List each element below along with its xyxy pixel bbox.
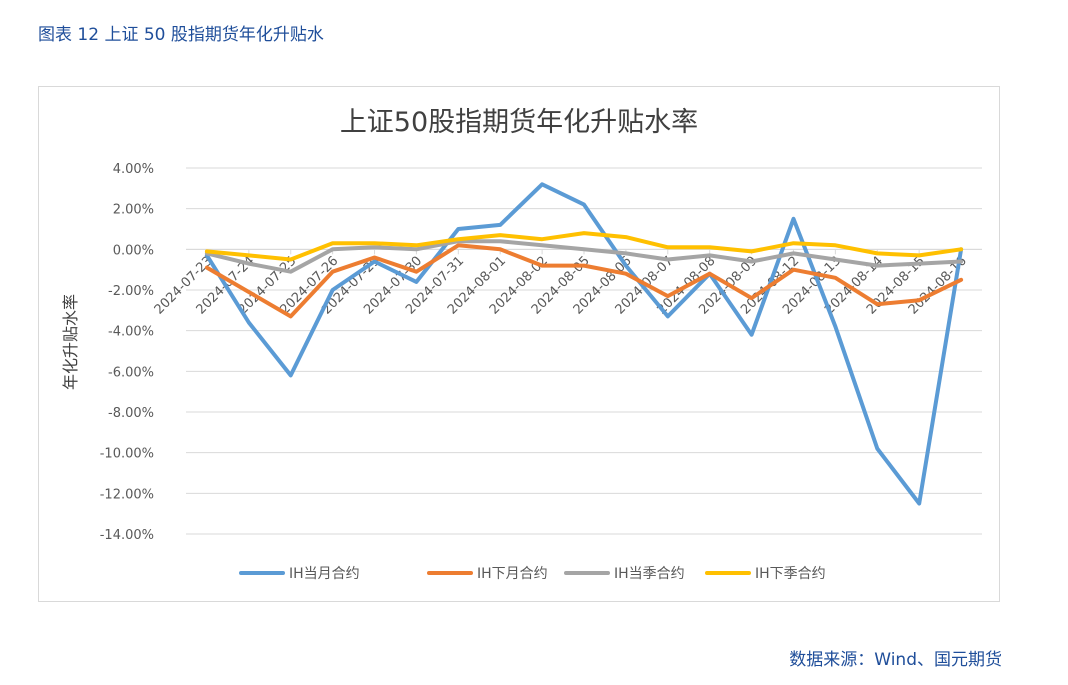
y-axis-label: 年化升贴水率	[61, 294, 80, 390]
y-tick-label: 4.00%	[113, 162, 154, 177]
y-tick-label: 0.00%	[113, 243, 154, 258]
y-tick-label: -10.00%	[100, 447, 154, 462]
y-tick-label: -4.00%	[108, 325, 154, 340]
legend-label: IH下月合约	[477, 566, 548, 582]
legend: IH当月合约 IH下月合约 IH当季合约 IH下季合约	[239, 566, 826, 582]
chart-frame: 上证50股指期货年化升贴水率 年化升贴水率 4.00% 2.00% 0.00% -2.…	[38, 86, 1000, 602]
line-chart: 上证50股指期货年化升贴水率 年化升贴水率 4.00% 2.00% 0.00% -2.…	[61, 107, 982, 582]
y-tick-label: -14.00%	[100, 528, 154, 543]
chart-title: 上证50股指期货年化升贴水率	[340, 107, 698, 138]
legend-label: IH当月合约	[289, 566, 360, 582]
legend-label: IH当季合约	[614, 566, 685, 582]
y-tick-label: 2.00%	[113, 203, 154, 218]
series-line-1	[204, 182, 964, 506]
y-tick-label: -2.00%	[108, 284, 154, 299]
gridlines	[186, 167, 982, 535]
y-tick-label: -6.00%	[108, 365, 154, 380]
series-line-4	[204, 231, 964, 262]
source-note: 数据来源：Wind、国元期货	[789, 650, 1002, 670]
legend-label: IH下季合约	[755, 566, 826, 582]
y-tick-label: -12.00%	[100, 487, 154, 502]
figure-caption: 图表 12 上证 50 股指期货年化升贴水	[38, 25, 324, 45]
series-line-2	[204, 243, 964, 319]
series-lines	[204, 182, 964, 506]
series-line-3	[204, 239, 964, 274]
y-tick-label: -8.00%	[108, 406, 154, 421]
y-axis-ticks: 4.00% 2.00% 0.00% -2.00% -4.00% -6.00% -8.00% -…	[100, 162, 154, 543]
